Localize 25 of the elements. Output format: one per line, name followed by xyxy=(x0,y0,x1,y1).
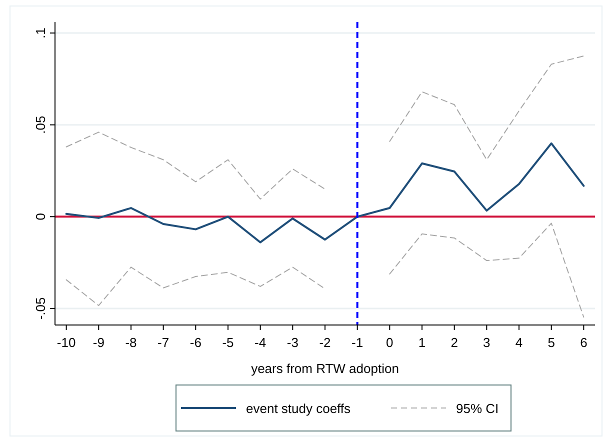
x-tick-label: -9 xyxy=(92,335,104,350)
x-tick-label: 3 xyxy=(483,335,490,350)
line-series xyxy=(65,142,585,244)
x-tick-label: -7 xyxy=(158,335,170,350)
x-tick-label: 6 xyxy=(580,335,588,350)
x-tick-label: -4 xyxy=(254,335,266,350)
x-tick-label: -1 xyxy=(352,335,364,350)
x-tick-label: -8 xyxy=(125,335,137,350)
x-tick-label: -10 xyxy=(56,335,76,350)
legend-label: 95% CI xyxy=(456,401,499,416)
y-tick-label: .1 xyxy=(33,28,48,38)
x-tick-label: -2 xyxy=(319,335,331,350)
x-tick-label: 5 xyxy=(548,335,555,350)
x-tick-label: 2 xyxy=(450,335,458,350)
x-tick-label: -6 xyxy=(190,335,202,350)
y-tick-label: -.05 xyxy=(33,297,48,320)
x-axis-title: years from RTW adoption xyxy=(251,361,399,376)
x-tick-label: 0 xyxy=(386,335,394,350)
legend-label: event study coeffs xyxy=(246,401,352,416)
x-tick-label: -5 xyxy=(222,335,234,350)
x-tick-label: -3 xyxy=(286,335,298,350)
y-tick-label: 0 xyxy=(33,213,48,220)
x-tick-label: 1 xyxy=(418,335,426,350)
y-tick-label: .05 xyxy=(33,116,48,134)
x-tick-label: 4 xyxy=(515,335,523,350)
